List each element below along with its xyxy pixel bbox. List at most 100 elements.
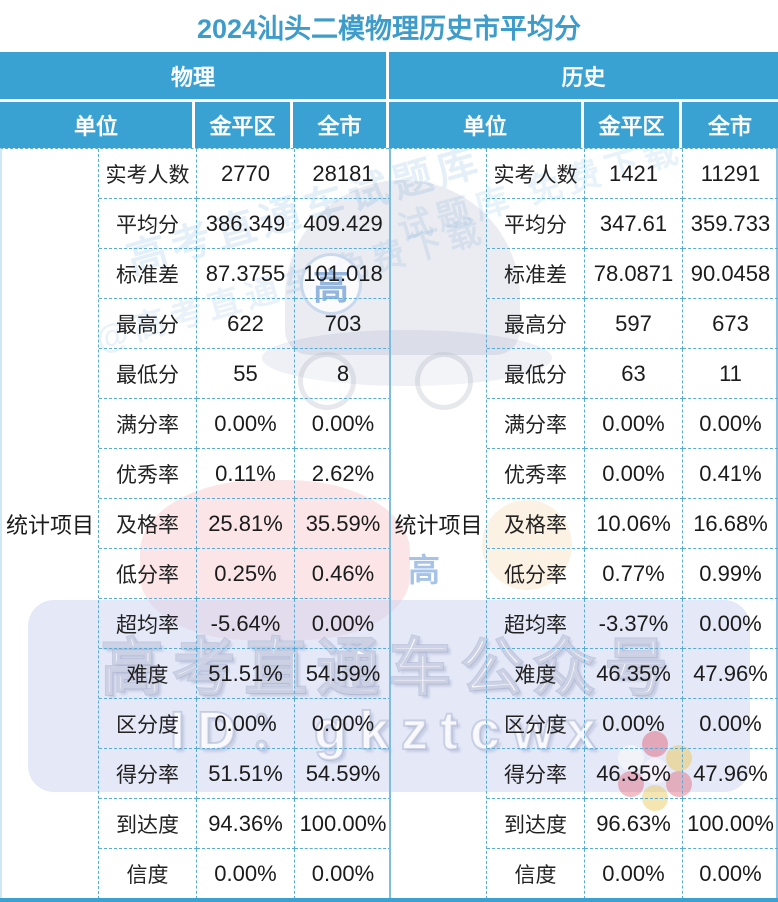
district-value-cell: 78.0871 [585, 249, 683, 299]
district-value-cell: 10.06% [585, 499, 683, 549]
stat-label-cell: 最高分 [487, 299, 585, 349]
city-value-cell: 0.00% [683, 399, 778, 449]
stat-label-cell: 超均率 [99, 599, 197, 649]
stat-label-cell: 得分率 [99, 749, 197, 799]
city-value-cell: 35.59% [295, 499, 391, 549]
header-city-physics: 全市 [293, 102, 389, 148]
district-value-cell: 0.00% [197, 849, 295, 899]
city-value-cell: 0.00% [683, 699, 778, 749]
district-value-cell: 0.00% [585, 699, 683, 749]
physics-data-grid: 统计项目 实考人数 2770 28181 平均分 386.349 409.429 标准差 87… [0, 148, 391, 899]
district-value-cell: 0.25% [197, 549, 295, 599]
history-data-grid: 统计项目 实考人数 1421 11291 平均分 347.61 359.733 标准差 78.… [389, 148, 778, 899]
city-value-cell: 0.41% [683, 449, 778, 499]
district-value-cell: 1421 [585, 149, 683, 199]
stat-label-cell: 超均率 [487, 599, 585, 649]
header-subject-physics: 物理 [0, 52, 389, 99]
city-value-cell: 2.62% [295, 449, 391, 499]
district-value-cell: -5.64% [197, 599, 295, 649]
stat-label-cell: 实考人数 [99, 149, 197, 199]
district-value-cell: 622 [197, 299, 295, 349]
city-value-cell: 703 [295, 299, 391, 349]
district-value-cell: 51.51% [197, 749, 295, 799]
district-value-cell: 94.36% [197, 799, 295, 849]
stat-label-cell: 到达度 [487, 799, 585, 849]
city-value-cell: 0.00% [683, 599, 778, 649]
district-value-cell: 96.63% [585, 799, 683, 849]
city-value-cell: 11 [683, 349, 778, 399]
stat-label-cell: 及格率 [99, 499, 197, 549]
city-value-cell: 16.68% [683, 499, 778, 549]
stat-label-cell: 区分度 [487, 699, 585, 749]
stat-label-cell: 最高分 [99, 299, 197, 349]
stat-label-cell: 难度 [99, 649, 197, 699]
city-value-cell: 0.00% [295, 849, 391, 899]
stat-label-cell: 得分率 [487, 749, 585, 799]
district-value-cell: 87.3755 [197, 249, 295, 299]
stat-label-cell: 优秀率 [487, 449, 585, 499]
district-value-cell: 0.00% [585, 449, 683, 499]
header-unit-physics: 单位 [0, 102, 195, 148]
city-value-cell: 54.59% [295, 649, 391, 699]
district-value-cell: 0.77% [585, 549, 683, 599]
city-value-cell: 90.0458 [683, 249, 778, 299]
city-value-cell: 0.00% [295, 399, 391, 449]
stat-label-cell: 平均分 [99, 199, 197, 249]
city-value-cell: 100.00% [295, 799, 391, 849]
data-area: 统计项目 实考人数 2770 28181 平均分 386.349 409.429 标准差 87… [0, 148, 778, 899]
stat-label-cell: 满分率 [99, 399, 197, 449]
stat-label-cell: 难度 [487, 649, 585, 699]
city-value-cell: 8 [295, 349, 391, 399]
stat-label-cell: 低分率 [487, 549, 585, 599]
bottom-border [0, 898, 778, 902]
column-header-row: 单位 金平区 全市 单位 金平区 全市 [0, 102, 778, 148]
district-value-cell: 386.349 [197, 199, 295, 249]
district-value-cell: 46.35% [585, 649, 683, 699]
district-value-cell: 0.00% [197, 699, 295, 749]
stat-label-cell: 区分度 [99, 699, 197, 749]
stat-label-cell: 优秀率 [99, 449, 197, 499]
city-value-cell: 0.46% [295, 549, 391, 599]
header-district-physics: 金平区 [195, 102, 293, 148]
city-value-cell: 359.733 [683, 199, 778, 249]
stat-label-cell: 低分率 [99, 549, 197, 599]
city-value-cell: 0.00% [295, 599, 391, 649]
district-value-cell: 51.51% [197, 649, 295, 699]
header-subject-history: 历史 [389, 52, 778, 99]
stat-label-cell: 标准差 [99, 249, 197, 299]
district-value-cell: 0.00% [585, 399, 683, 449]
city-value-cell: 0.00% [683, 849, 778, 899]
district-value-cell: 63 [585, 349, 683, 399]
stat-label-cell: 到达度 [99, 799, 197, 849]
city-value-cell: 11291 [683, 149, 778, 199]
header-city-history: 全市 [682, 102, 778, 148]
city-value-cell: 100.00% [683, 799, 778, 849]
district-value-cell: 597 [585, 299, 683, 349]
city-value-cell: 673 [683, 299, 778, 349]
stat-label-cell: 平均分 [487, 199, 585, 249]
header-district-history: 金平区 [584, 102, 682, 148]
district-value-cell: 0.00% [197, 399, 295, 449]
city-value-cell: 101.018 [295, 249, 391, 299]
stat-label-cell: 及格率 [487, 499, 585, 549]
district-value-cell: 0.00% [585, 849, 683, 899]
stat-label-cell: 满分率 [487, 399, 585, 449]
city-value-cell: 54.59% [295, 749, 391, 799]
header-unit-history: 单位 [389, 102, 584, 148]
city-value-cell: 0.00% [295, 699, 391, 749]
subject-header-row: 物理 历史 [0, 52, 778, 102]
district-value-cell: 55 [197, 349, 295, 399]
district-value-cell: 0.11% [197, 449, 295, 499]
stat-label-cell: 实考人数 [487, 149, 585, 199]
district-value-cell: -3.37% [585, 599, 683, 649]
stat-label-cell: 标准差 [487, 249, 585, 299]
district-value-cell: 25.81% [197, 499, 295, 549]
stat-label-cell: 最低分 [99, 349, 197, 399]
city-value-cell: 47.96% [683, 749, 778, 799]
row-group-label-physics: 统计项目 [2, 149, 99, 899]
page-title: 2024汕头二模物理历史市平均分 [196, 13, 582, 44]
stat-label-cell: 信度 [487, 849, 585, 899]
city-value-cell: 0.99% [683, 549, 778, 599]
city-value-cell: 409.429 [295, 199, 391, 249]
